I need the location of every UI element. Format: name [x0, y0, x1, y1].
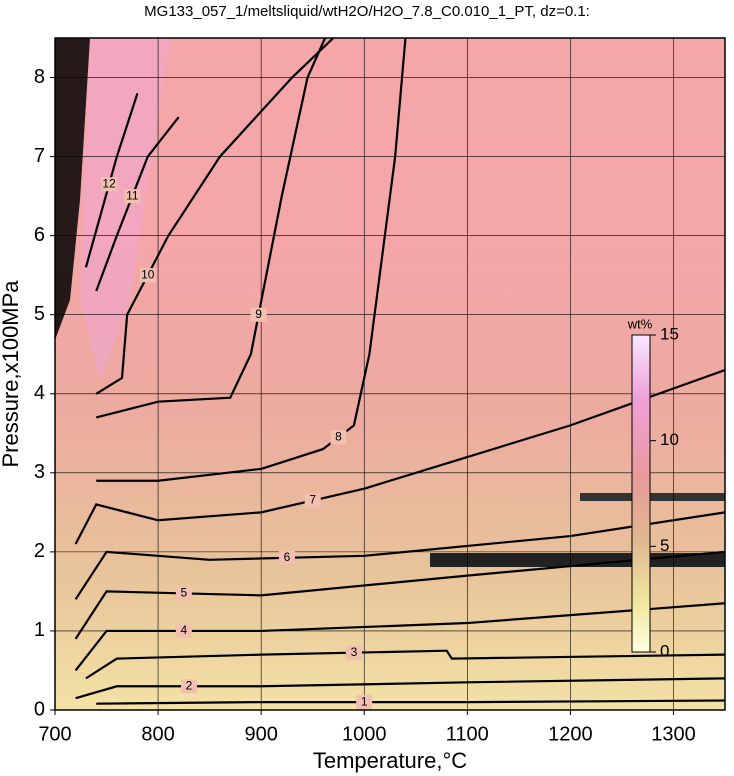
contour-label: 5	[181, 586, 188, 600]
contour-label-bg	[345, 645, 362, 660]
contour-label: 9	[255, 307, 262, 321]
contour-label-bg	[356, 695, 373, 710]
contour-label: 2	[186, 678, 193, 692]
x-tick-label: 700	[38, 723, 71, 745]
y-tick-label: 0	[34, 698, 45, 720]
y-tick-label: 2	[34, 540, 45, 562]
colorbar	[631, 334, 651, 653]
contour-label-bg	[101, 177, 118, 192]
contour-label: 1	[361, 694, 368, 708]
contour-line	[74, 550, 725, 640]
contour-line	[75, 677, 725, 700]
y-axis-label: Pressure,x100MPa	[0, 280, 23, 468]
plot-background	[55, 38, 725, 710]
colorbar-tick-label: 10	[660, 430, 679, 449]
contour-label-bg	[139, 268, 156, 283]
chart-title: MG133_057_1/meltsliquid/wtH2O/H2O_7.8_C0…	[144, 3, 590, 20]
contour-label-bg	[181, 679, 197, 694]
y-tick-label: 7	[34, 145, 45, 167]
contour-line	[74, 602, 725, 672]
x-axis-label: Temperature,°C	[313, 748, 467, 773]
contour-label-bg	[175, 623, 192, 638]
contour-line	[96, 38, 407, 482]
colorbar-tick-label: 0	[660, 641, 669, 660]
x-tick-label: 900	[244, 723, 277, 745]
x-tick-label: 1200	[548, 723, 593, 745]
contour-label: 10	[141, 267, 155, 281]
x-tick-label: 1300	[651, 723, 696, 745]
y-tick-label: 3	[34, 461, 45, 483]
x-tick-label: 800	[141, 723, 174, 745]
dense-band	[580, 493, 725, 501]
colorbar-tick-label: 15	[660, 324, 679, 343]
contour-label: 12	[102, 176, 116, 190]
y-tick-label: 6	[34, 224, 45, 246]
contour-label-bg	[124, 189, 141, 204]
high-region	[80, 38, 170, 380]
contour-label-bg	[278, 550, 295, 565]
colorbar-label: wt%	[627, 316, 653, 331]
dense-region	[55, 38, 90, 340]
contour-label-bg	[175, 586, 192, 601]
x-tick-label: 1100	[446, 723, 489, 745]
contour-line	[95, 38, 335, 395]
y-tick-label: 8	[34, 66, 45, 88]
contour-label: 7	[309, 493, 316, 507]
contour-label: 11	[126, 188, 139, 202]
dense-band	[430, 553, 725, 567]
y-tick-label: 4	[34, 382, 45, 404]
x-tick-label: 1000	[342, 723, 387, 745]
colorbar-tick-label: 5	[660, 536, 669, 555]
contour-label: 8	[335, 429, 342, 443]
contour-label-bg	[250, 307, 267, 322]
y-tick-label: 1	[34, 619, 45, 641]
contour-label-bg	[330, 430, 347, 445]
contour-label-bg	[304, 493, 321, 508]
plot-frame	[54, 37, 726, 711]
contour-label: 3	[351, 645, 358, 659]
contour-label: 4	[181, 623, 188, 637]
y-tick-label: 5	[34, 303, 45, 325]
contour-label: 6	[284, 550, 291, 564]
